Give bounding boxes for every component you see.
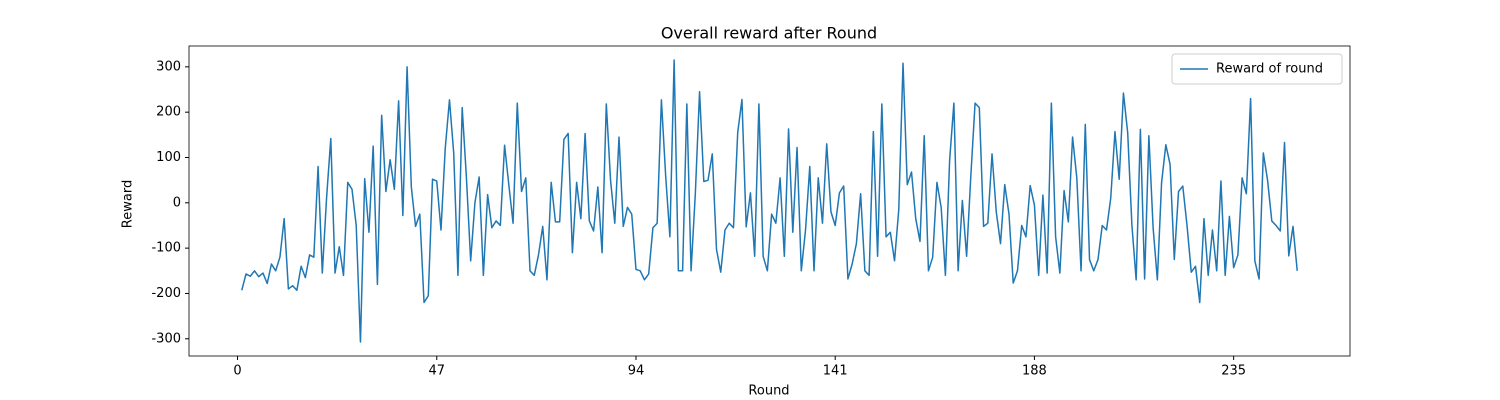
- y-tick-label: 0: [173, 195, 181, 210]
- y-tick-label: -200: [151, 286, 181, 301]
- x-axis-label: Round: [748, 384, 789, 399]
- data-line: [241, 59, 1298, 343]
- y-tick-label: 300: [156, 59, 181, 74]
- x-tick-label: 188: [1022, 364, 1047, 379]
- plot-frame: [188, 45, 1351, 357]
- legend-box: [1171, 53, 1343, 85]
- y-tick-label: 100: [156, 150, 181, 165]
- y-tick-label: -300: [151, 331, 181, 346]
- x-tick-label: 141: [823, 364, 848, 379]
- legend-label: Reward of round: [1216, 62, 1323, 77]
- x-tick-label: 94: [628, 364, 645, 379]
- y-axis-label: Reward: [121, 180, 136, 228]
- y-tick-label: 200: [156, 105, 181, 120]
- chart-title: Overall reward after Round: [661, 24, 877, 43]
- x-tick-label: 47: [428, 364, 445, 379]
- x-tick-label: 0: [233, 364, 241, 379]
- x-tick-label: 235: [1221, 364, 1246, 379]
- y-tick-label: -100: [151, 241, 181, 256]
